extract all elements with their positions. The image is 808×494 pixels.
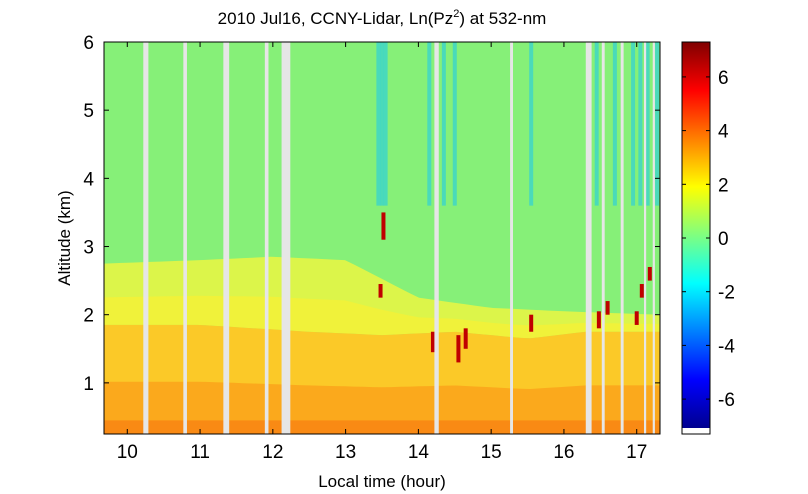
x-tick-label: 12 xyxy=(262,442,283,463)
data-gap xyxy=(601,42,605,434)
data-gap xyxy=(281,42,291,434)
cloud-feature xyxy=(605,301,610,315)
cloud-feature xyxy=(529,314,534,332)
noise-streak xyxy=(631,42,636,206)
noise-streak xyxy=(383,42,388,206)
noise-streak xyxy=(645,42,650,206)
data-gap xyxy=(620,42,624,434)
colorbar-tick-label: -6 xyxy=(718,390,735,411)
cloud-feature xyxy=(639,284,644,298)
colorbar-tick-label: 2 xyxy=(718,175,729,196)
surface-layer xyxy=(104,420,660,434)
cloud-feature xyxy=(634,311,639,325)
data-gap xyxy=(652,42,655,434)
colorbar-tick-label: -2 xyxy=(718,283,735,304)
cloud-feature xyxy=(647,266,652,281)
data-gap xyxy=(434,42,439,434)
colorbar-tick-label: 0 xyxy=(718,229,729,250)
y-tick-label: 4 xyxy=(83,169,94,190)
heatmap-field xyxy=(104,42,660,434)
y-tick-label: 6 xyxy=(83,33,94,54)
y-tick-label: 1 xyxy=(83,374,94,395)
y-tick-label: 3 xyxy=(83,238,94,259)
noise-streak xyxy=(452,42,457,206)
y-tick-label: 2 xyxy=(83,306,94,327)
y-tick-label: 5 xyxy=(83,101,94,122)
data-gap xyxy=(223,42,230,434)
x-tick-label: 15 xyxy=(481,442,502,463)
colorbar-nan-swatch xyxy=(682,428,710,434)
colorbar-tick-label: 4 xyxy=(718,122,729,143)
x-axis-title: Local time (hour) xyxy=(318,472,446,491)
plot-frame xyxy=(103,41,661,435)
data-gap xyxy=(585,42,592,434)
noise-streak xyxy=(441,42,446,206)
noise-streak xyxy=(638,42,643,206)
cloud-feature xyxy=(456,335,461,363)
noise-streak xyxy=(655,42,660,206)
chart-title: 2010 Jul16, CCNY-Lidar, Ln(Pz2) at 532-n… xyxy=(218,8,547,28)
x-tick-label: 10 xyxy=(117,442,138,463)
data-gap xyxy=(643,42,647,434)
noise-streak xyxy=(594,42,599,206)
data-gap xyxy=(264,42,269,434)
x-tick-label: 13 xyxy=(335,442,356,463)
colorbar-gradient xyxy=(682,42,710,428)
x-tick-label: 16 xyxy=(553,442,574,463)
data-gap xyxy=(183,42,187,434)
data-gap xyxy=(143,42,149,434)
data-gap xyxy=(510,42,513,434)
cloud-feature xyxy=(430,331,435,353)
noise-streak xyxy=(380,42,384,206)
noise-streak xyxy=(529,42,534,206)
cloud-feature xyxy=(378,284,383,298)
noise-streak xyxy=(376,42,381,206)
x-tick-label: 11 xyxy=(190,442,210,463)
colorbar-tick-label: 6 xyxy=(718,68,729,89)
y-axis-title: Altitude (km) xyxy=(55,190,74,285)
colorbar-tick-label: -4 xyxy=(718,336,735,357)
noise-streak xyxy=(427,42,432,206)
x-tick-label: 17 xyxy=(626,442,647,463)
x-tick-label: 14 xyxy=(408,442,430,463)
cloud-feature xyxy=(463,328,468,349)
colorbar: 6 4 2 0 -2 -4 -6 xyxy=(681,41,735,435)
cloud-feature xyxy=(381,212,386,240)
cloud-feature xyxy=(596,311,601,329)
noise-streak xyxy=(612,42,617,206)
